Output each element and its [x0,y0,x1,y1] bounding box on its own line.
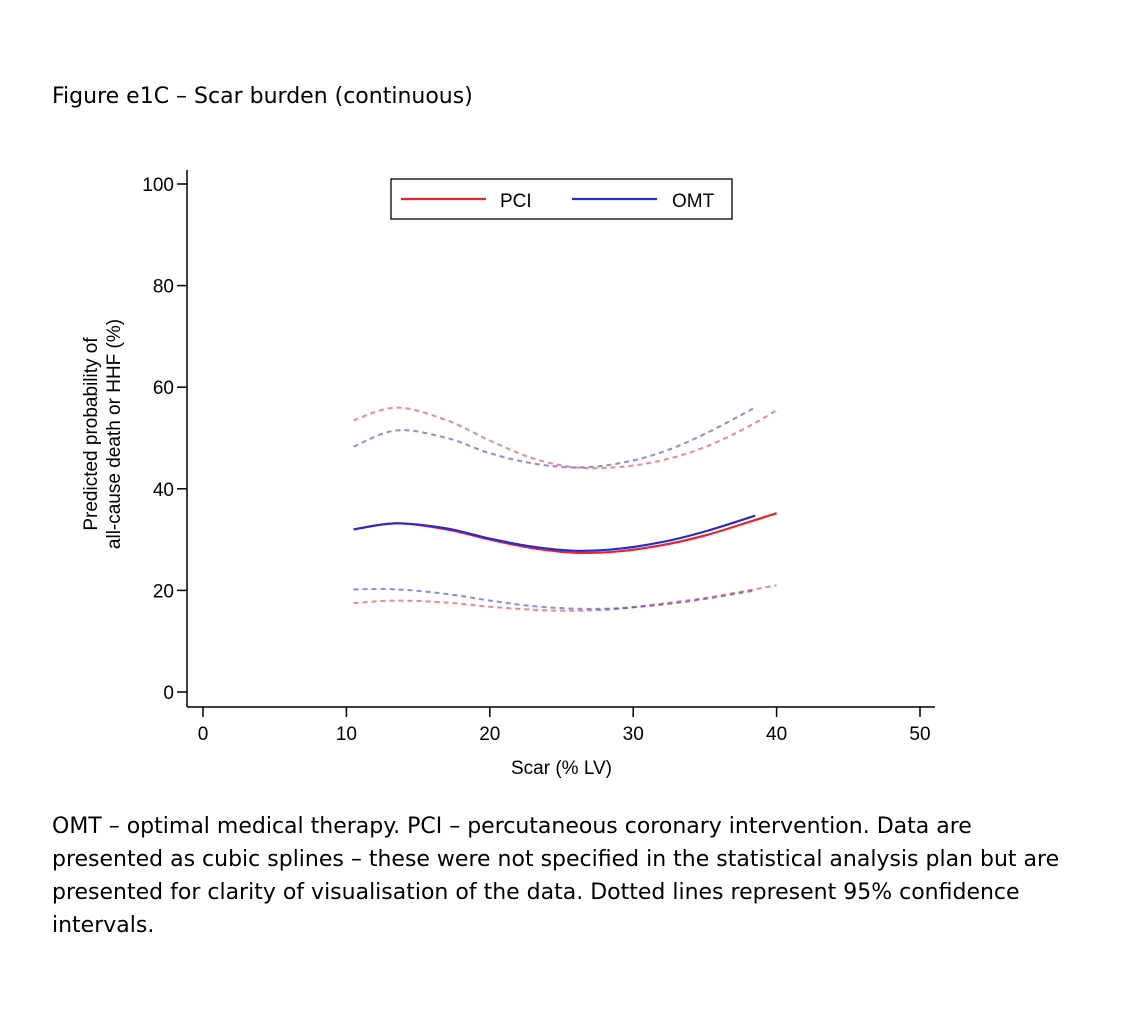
figure-title: Figure e1C – Scar burden (continuous) [52,84,473,109]
figure-caption: OMT – optimal medical therapy. PCI – per… [52,814,1060,938]
y-tick-label: 20 [153,581,174,602]
legend-omt-label: OMT [672,191,715,212]
y-axis-title-line: all-cause death or HHF (%) [104,319,125,549]
y-axis-title-line: Predicted probability of [81,337,102,531]
y-tick-label: 100 [142,175,174,196]
x-tick-label: 0 [198,724,209,745]
omt-estimate-line [353,514,756,552]
omt-ci-lower-line [353,588,756,610]
y-tick-label: 40 [153,480,174,501]
x-tick-label: 20 [479,724,500,745]
y-tick-label: 0 [163,683,174,704]
x-tick-label: 40 [766,724,787,745]
y-axis-title: Predicted probability of all-cause death … [81,319,125,549]
y-tick-label: 60 [153,378,174,399]
y-tick-label: 80 [153,277,174,298]
legend-pci-label: PCI [500,191,532,212]
x-axis-title: Scar (% LV) [511,758,612,779]
x-tick-label: 50 [909,724,930,745]
pci-estimate-line [353,512,777,555]
x-tick-label: 10 [336,724,357,745]
omt-ci-upper-line [353,406,756,469]
pci-ci-upper-line [353,406,778,470]
x-tick-label: 30 [623,724,644,745]
